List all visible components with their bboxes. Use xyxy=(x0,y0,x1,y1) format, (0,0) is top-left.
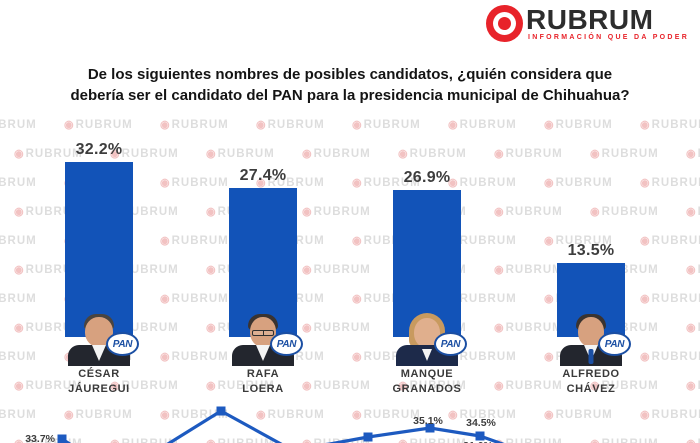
watermark-text: RUBRUM xyxy=(651,351,700,363)
avatar-shirt xyxy=(422,349,432,361)
data-point-label: 35.1% xyxy=(413,415,443,427)
candidate-name: ALFREDO CHÁVEZ xyxy=(521,367,661,397)
watermark-target-icon: ◉ xyxy=(14,148,25,160)
watermark-target-icon: ◉ xyxy=(494,206,505,218)
candidate-column-alfredo-chavez: 13.5% PAN ALFREDO CHÁVEZ xyxy=(531,130,651,400)
brand-name: RUBRUM xyxy=(526,4,654,35)
watermark-target-icon: ◉ xyxy=(160,293,171,305)
watermark-item: ◉RUBRUM xyxy=(686,147,700,160)
watermark-target-icon: ◉ xyxy=(14,322,25,334)
watermark-item: ◉RUBRUM xyxy=(686,205,700,218)
brand-tagline: INFORMACIÓN QUE DA PODER xyxy=(528,34,690,42)
candidate-name-line2: CHÁVEZ xyxy=(566,382,616,395)
candidate-name: RAFA LOERA xyxy=(193,367,333,397)
watermark-text: RUBRUM xyxy=(0,351,37,363)
candidate-column-cesar-jauregui: 32.2% PAN CÉSAR JÁUREGUI xyxy=(39,130,159,400)
bar-value-label: 13.5% xyxy=(567,242,615,260)
data-point-marker xyxy=(57,434,67,443)
watermark-item: ◉RUBRUM xyxy=(0,118,37,131)
candidate-name-line2: LOERA xyxy=(242,382,284,395)
bar-value-label: 32.2% xyxy=(75,140,123,158)
data-point-marker xyxy=(475,431,485,441)
watermark-text: RUBRUM xyxy=(651,177,700,189)
data-point-label: 33.7% xyxy=(25,433,55,443)
watermark-target-icon: ◉ xyxy=(352,119,363,131)
candidate-photo: PAN xyxy=(557,309,631,366)
bar-value-label: 26.9% xyxy=(403,169,451,187)
candidate-name-line1: RAFA xyxy=(246,368,280,380)
candidate-name-line2: JÁUREGUI xyxy=(68,382,130,395)
watermark-text: RUBRUM xyxy=(651,119,700,131)
watermark-target-icon: ◉ xyxy=(160,351,171,363)
pan-party-logo: PAN xyxy=(434,332,467,356)
page-title: De los siguientes nombres de posibles ca… xyxy=(10,64,690,106)
candidate-column-manque-granados: 26.9% PAN MANQUE GRANADOS xyxy=(367,130,487,400)
candidate-photo: PAN xyxy=(393,309,467,366)
bar-rafa-loera xyxy=(229,187,297,337)
watermark-target-icon: ◉ xyxy=(494,322,505,334)
watermark-target-icon: ◉ xyxy=(14,264,25,276)
page-title-line2: debería ser el candidato del PAN para la… xyxy=(70,87,630,104)
watermark-text: RUBRUM xyxy=(651,293,700,305)
watermark-target-icon: ◉ xyxy=(686,148,697,160)
candidate-name: MANQUE GRANADOS xyxy=(357,367,497,397)
rubrum-logo: RUBRUM INFORMACIÓN QUE DA PODER xyxy=(486,5,689,42)
candidate-name: CÉSAR JÁUREGUI xyxy=(29,367,169,397)
data-point-marker xyxy=(216,406,226,416)
candidate-name-line1: MANQUE xyxy=(400,368,454,380)
watermark-text: RUBRUM xyxy=(651,235,700,247)
watermark-text: RUBRUM xyxy=(0,177,37,189)
watermark-target-icon: ◉ xyxy=(352,177,363,189)
bar-manque-granados xyxy=(393,190,461,337)
pan-party-logo: PAN xyxy=(598,332,631,356)
watermark-item: ◉RUBRUM xyxy=(0,234,37,247)
target-icon xyxy=(486,5,523,42)
line-series xyxy=(60,409,505,443)
avatar-glasses xyxy=(252,330,274,336)
watermark-text: RUBRUM xyxy=(0,119,37,131)
watermark-target-icon: ◉ xyxy=(160,177,171,189)
watermark-target-icon: ◉ xyxy=(494,264,505,276)
data-point-marker xyxy=(425,423,435,433)
watermark-text: RUBRUM xyxy=(0,235,37,247)
watermark-target-icon: ◉ xyxy=(352,351,363,363)
watermark-item: ◉RUBRUM xyxy=(686,321,700,334)
data-point-label: 34.5% xyxy=(466,417,496,429)
candidate-photo: PAN xyxy=(65,309,139,366)
watermark-target-icon: ◉ xyxy=(160,119,171,131)
candidate-name-line1: ALFREDO xyxy=(562,368,620,380)
watermark-item: ◉RUBRUM xyxy=(0,176,37,189)
bar-value-label: 27.4% xyxy=(239,166,287,184)
watermark-target-icon: ◉ xyxy=(352,235,363,247)
watermark-item: ◉RUBRUM xyxy=(686,263,700,276)
bar-cesar-jauregui xyxy=(65,161,133,337)
candidate-column-rafa-loera: 27.4% PAN RAFA LOERA xyxy=(203,130,323,400)
watermark-target-icon: ◉ xyxy=(160,235,171,247)
watermark-target-icon: ◉ xyxy=(686,206,697,218)
trend-line-chart: 33.7% 35.1% 34.5% 31.0% xyxy=(25,406,505,443)
brand-text-block: RUBRUM INFORMACIÓN QUE DA PODER xyxy=(526,4,690,42)
pan-party-logo: PAN xyxy=(270,332,303,356)
page-title-line1: De los siguientes nombres de posibles ca… xyxy=(87,66,613,83)
avatar-tie xyxy=(588,349,594,364)
watermark-text: RUBRUM xyxy=(0,293,37,305)
watermark-target-icon: ◉ xyxy=(686,264,697,276)
candidate-photo: PAN xyxy=(229,309,303,366)
candidate-name-line1: CÉSAR xyxy=(78,368,120,380)
watermark-target-icon: ◉ xyxy=(352,293,363,305)
candidate-name-line2: GRANADOS xyxy=(392,382,462,395)
data-point-marker xyxy=(363,432,373,442)
watermark-target-icon: ◉ xyxy=(686,322,697,334)
watermark-target-icon: ◉ xyxy=(494,148,505,160)
pan-party-logo: PAN xyxy=(106,332,139,356)
data-point-label: 31.0% xyxy=(463,440,493,443)
watermark-target-icon: ◉ xyxy=(14,206,25,218)
watermark-item: ◉RUBRUM xyxy=(0,292,37,305)
watermark-item: ◉RUBRUM xyxy=(0,350,37,363)
